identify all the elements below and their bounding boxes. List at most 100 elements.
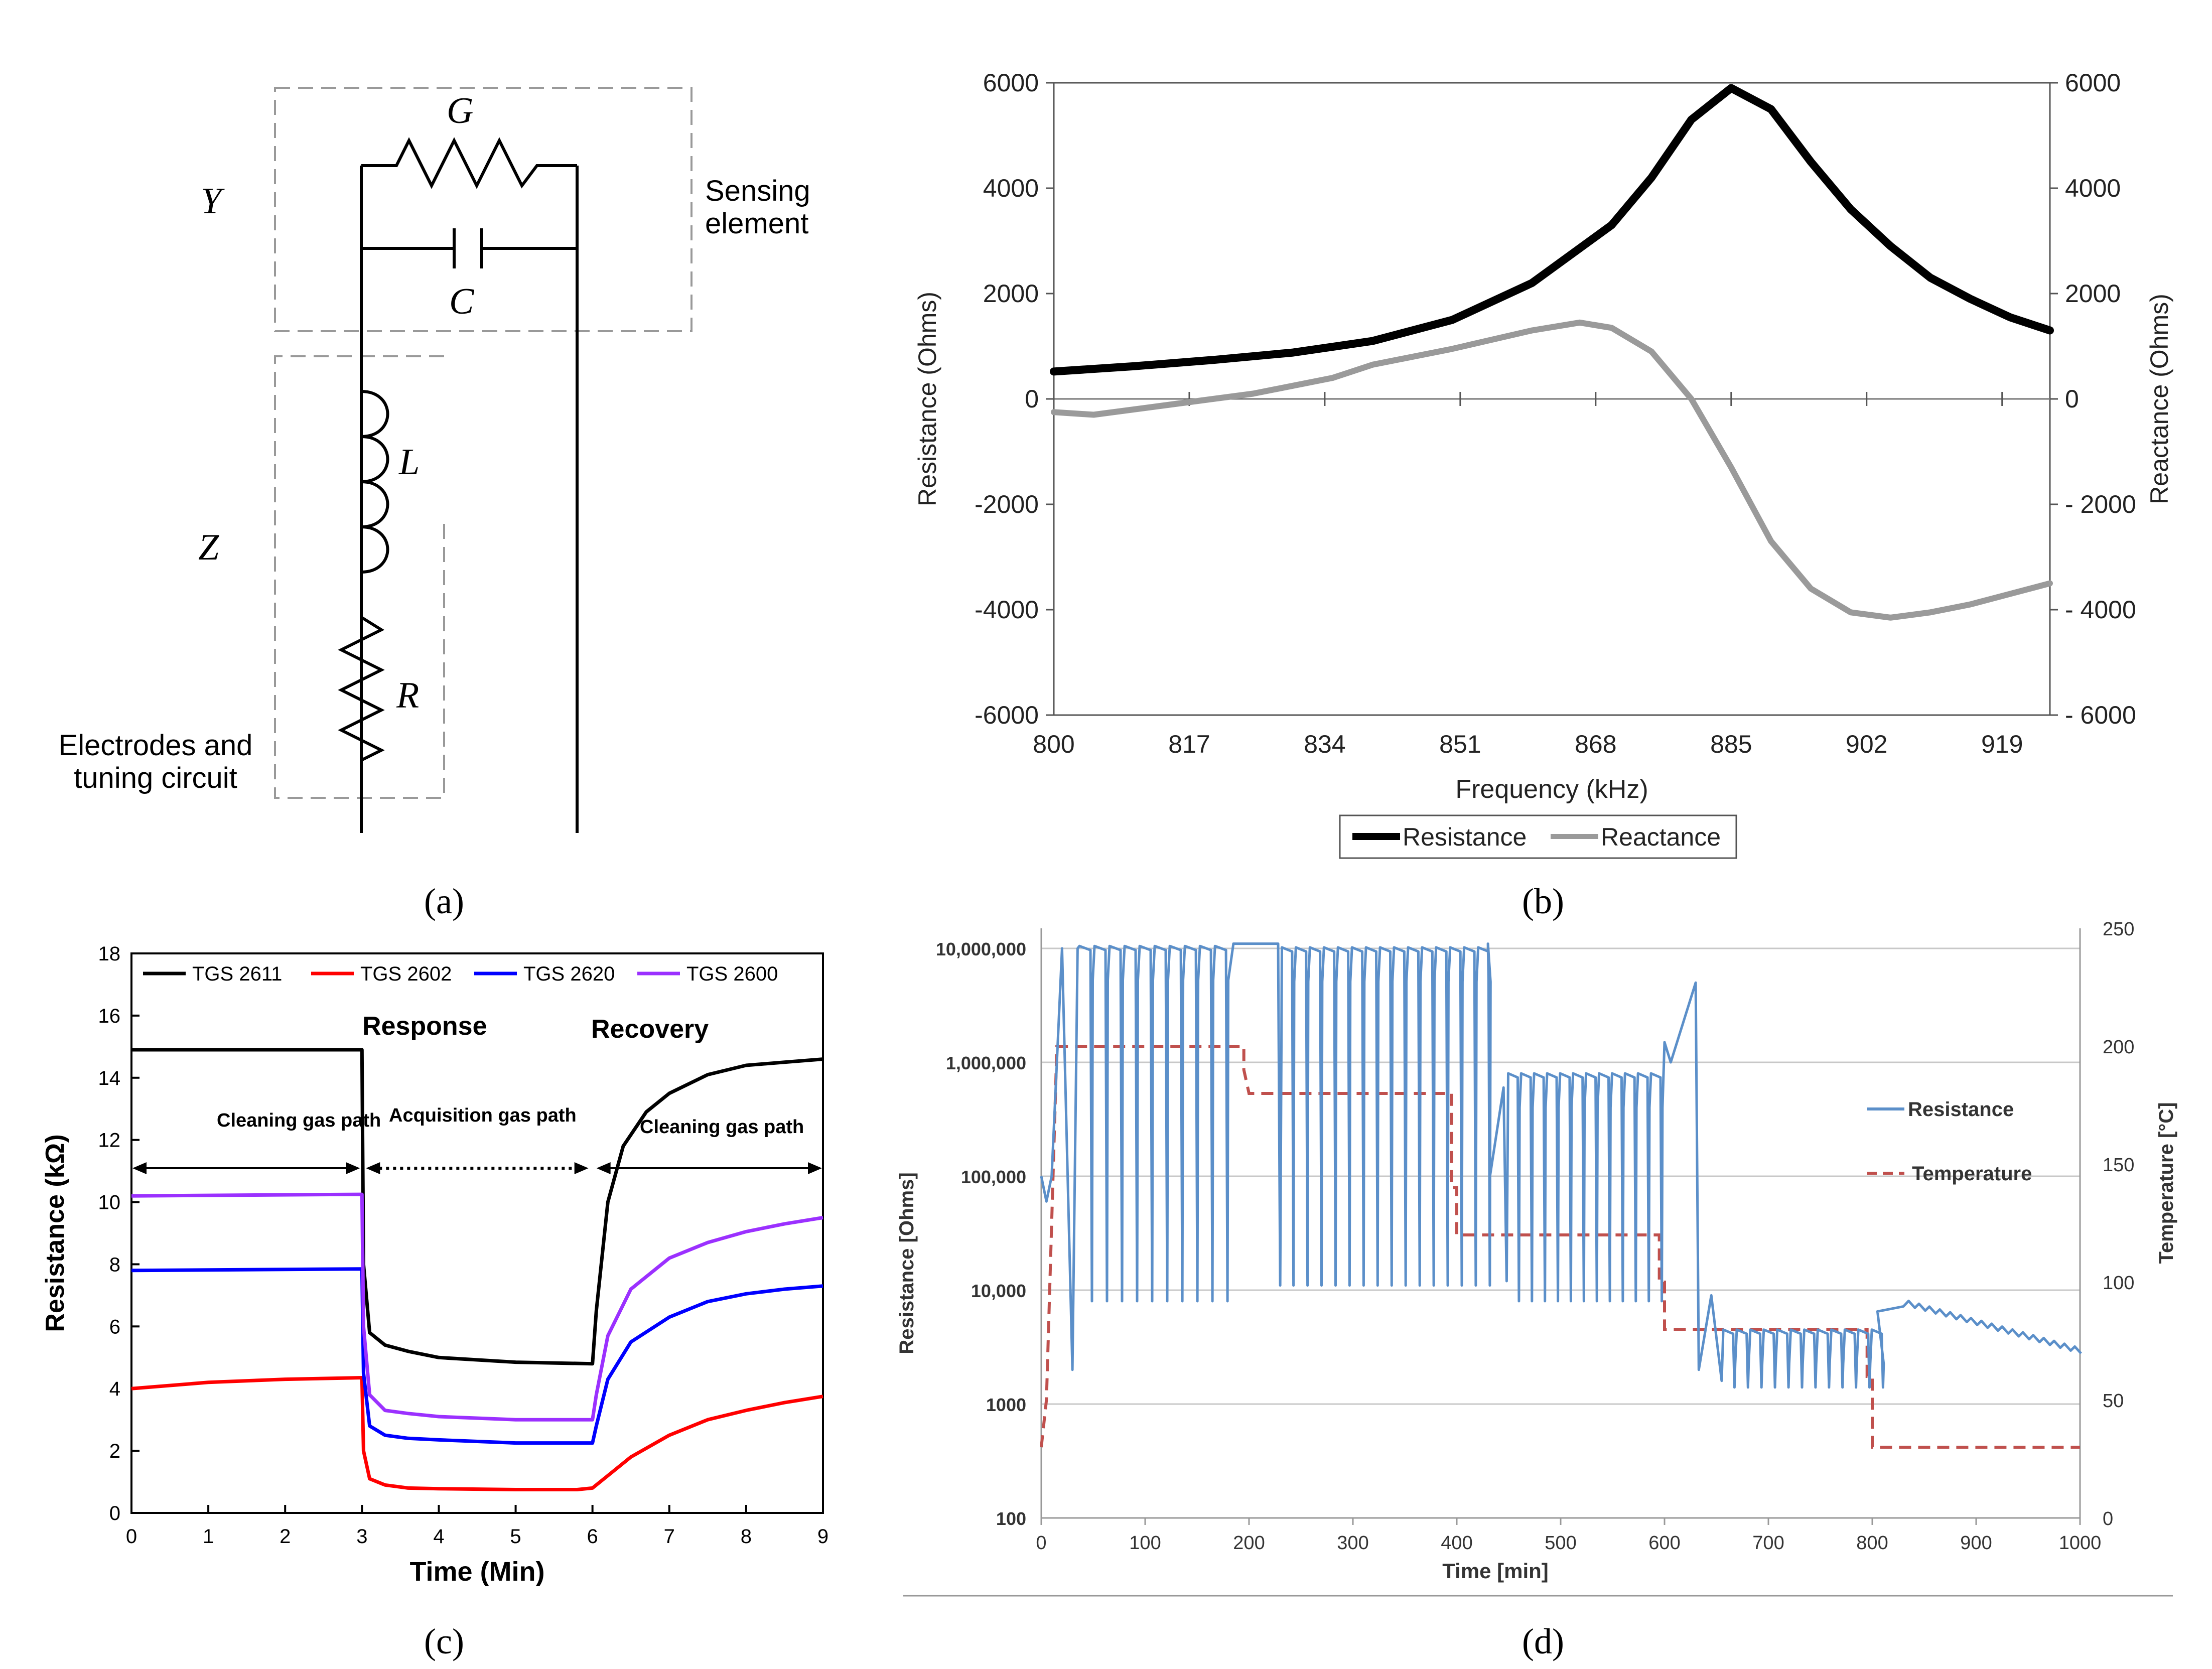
x-axis-title-b: Frequency (kHz) [1455,775,1648,804]
legend-label-resistance-b: Resistance [1403,823,1527,851]
y2-tick-label-d: 250 [2103,919,2134,940]
x-tick-label-c: 7 [664,1525,675,1548]
label-c: C [449,281,475,322]
x-tick-label-c: 6 [587,1525,598,1548]
x-tick-label-d: 100 [1129,1533,1161,1554]
arrow-acquisition-head-right [574,1162,589,1174]
y-axis-title-c: Resistance (kΩ) [41,1134,70,1332]
y2-tick-label-b: - 2000 [2065,490,2136,518]
x-tick-label-b: 885 [1710,730,1752,758]
y-tick-label-c: 10 [98,1192,121,1214]
annotation-recovery: Recovery [591,1015,709,1044]
y-tick-label-c: 12 [98,1130,121,1152]
label-z: Z [198,527,219,568]
panel-d-chart: 0 100 200 300 400 500 600 700 800 900 100010010001… [896,919,2177,1597]
series-line-reactance-b [1051,319,2053,621]
legend-label-c: TGS 2600 [686,963,778,985]
y-tick-label-b: -2000 [975,490,1039,518]
y-tick-label-d: 1000 [986,1395,1026,1415]
legend-b: Resistance Reactance [1339,814,1737,859]
capacitor-c [361,228,577,268]
y-tick-label-b: -6000 [975,701,1039,729]
x-axis-title-c: Time (Min) [410,1557,545,1587]
series-line-temperature-d [1040,1045,2080,1449]
label-y: Y [201,181,225,222]
legend-label-resistance-d: Resistance [1908,1098,2014,1121]
y-tick-label-c: 4 [109,1378,120,1400]
label-l: L [398,442,420,483]
arrow-cleaning-1-head-right [346,1162,360,1174]
annotation-cleaning-1: Cleaning gas path [217,1110,381,1131]
y2-tick-label-d: 50 [2103,1390,2124,1412]
resistor-r [338,572,385,833]
sensing-element-box [274,87,693,332]
x-tick-label-d: 800 [1856,1533,1888,1554]
arrow-cleaning-2-head-right [808,1162,822,1174]
y-tick-label-d: 10,000,000 [936,939,1026,959]
y2-tick-label-d: 150 [2103,1155,2134,1176]
annotation-acquisition: Acquisition gas path [389,1105,577,1126]
y-axis-title-b: Resistance (Ohms) [913,292,941,506]
y-tick-label-b: 6000 [983,69,1039,97]
x-tick-label-c: 3 [356,1525,367,1548]
arrow-cleaning-2-head-left [596,1162,611,1174]
arrow-cleaning-1-head-left [132,1162,147,1174]
sensing-label-2: element [705,207,808,240]
panel-a-circuit [274,87,693,833]
x-tick-label-d: 500 [1545,1533,1576,1554]
annotation-cleaning-2: Cleaning gas path [640,1117,804,1138]
label-g: G [447,90,473,131]
y2-tick-label-b: 4000 [2065,174,2121,202]
x-tick-label-b: 902 [1846,730,1887,758]
panel-b-chart: 800 817 834 851 868 885 902 919 6000 6000 4000 4000… [913,69,2173,859]
legend-label-reactance-b: Reactance [1601,823,1721,851]
y2-axis-title-d: Temperature [°C] [2155,1102,2177,1264]
panel-label-a: (a) [424,881,464,921]
series-line-resistance-b [1050,84,2054,376]
y2-tick-label-b: 0 [2065,385,2079,413]
legend-label-c: TGS 2611 [192,963,282,985]
x-tick-label-d: 900 [1960,1533,1992,1554]
series-line-tgs-2620-c [131,1267,823,1445]
electrodes-box [274,355,445,799]
panel-a-labels: G C L R Y Z [198,90,475,716]
y-tick-label-d: 100 [996,1508,1026,1529]
x-tick-label-c: 0 [126,1525,137,1548]
x-tick-label-b: 817 [1168,730,1210,758]
x-tick-label-d: 700 [1752,1533,1784,1554]
x-tick-label-c: 8 [741,1525,752,1548]
legend-label-c: TGS 2602 [360,963,452,985]
legend-frame-b [1339,814,1737,859]
panel-label-b: (b) [1522,881,1564,921]
x-tick-label-d: 300 [1337,1533,1368,1554]
y2-tick-label-d: 100 [2103,1273,2134,1294]
x-tick-label-b: 919 [1981,730,2023,758]
y-tick-label-b: 4000 [983,174,1039,202]
y-tick-label-b: -4000 [975,596,1039,624]
x-tick-label-b: 834 [1304,730,1345,758]
y2-axis-title-b: Reactance (Ohms) [2145,294,2173,504]
x-axis-title-d: Time [min] [1442,1559,1549,1583]
series-line-resistance-d [1040,942,2082,1389]
y-tick-label-d: 10,000 [971,1281,1026,1301]
panel-a-text: Sensing element Electrodes and tuning ci… [59,175,810,794]
x-tick-label-b: 851 [1439,730,1481,758]
panel-label-d: (d) [1522,1621,1564,1661]
x-tick-label-d: 1000 [2059,1533,2102,1554]
arrow-acquisition-head-left [366,1162,380,1174]
y-tick-label-c: 18 [98,943,121,965]
x-tick-label-c: 1 [203,1525,214,1548]
y-tick-label-c: 16 [98,1005,121,1027]
x-tick-label-b: 868 [1575,730,1616,758]
electrodes-label-1: Electrodes and [59,729,253,762]
sensing-label-1: Sensing [705,175,810,207]
y2-tick-label-d: 0 [2103,1508,2113,1529]
x-tick-label-d: 200 [1233,1533,1265,1554]
panel-label-c: (c) [424,1621,464,1661]
x-tick-label-d: 0 [1036,1533,1046,1554]
y-tick-label-b: 0 [1025,385,1039,413]
y-tick-label-d: 100,000 [961,1167,1026,1187]
x-tick-label-c: 2 [280,1525,291,1548]
resistor-g [361,137,577,189]
